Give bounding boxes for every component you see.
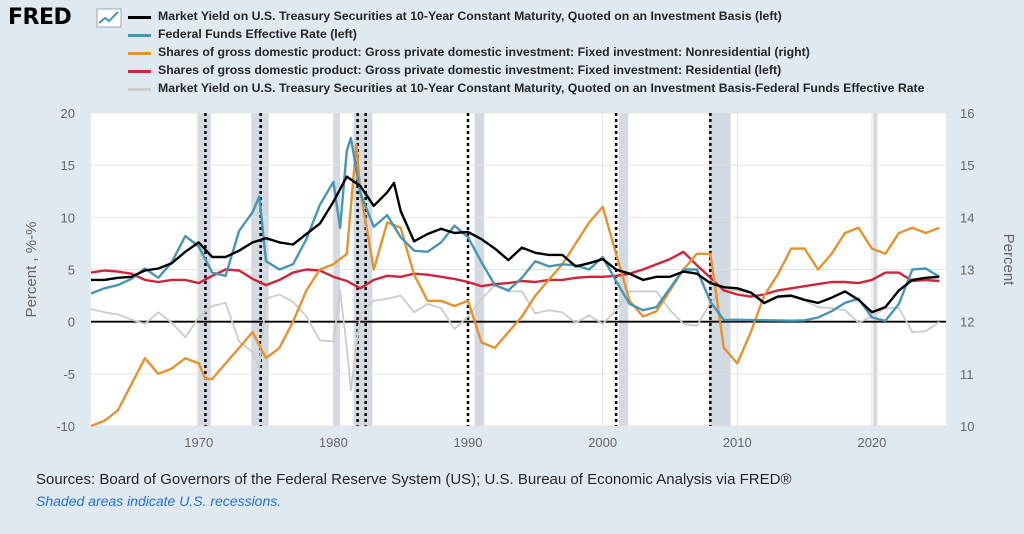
x-tick-label: 1990 xyxy=(454,435,483,450)
y-tick-label-left: -5 xyxy=(63,367,75,382)
y-tick-label-left: 0 xyxy=(68,315,75,330)
y-axis-title-right: Percent xyxy=(1000,234,1017,287)
sources-text: Sources: Board of Governors of the Feder… xyxy=(36,471,792,488)
legend-swatch xyxy=(128,34,151,37)
y-axis-title-left: Percent , %-% xyxy=(23,222,40,318)
x-tick-label: 2010 xyxy=(723,435,752,450)
series-line-0 xyxy=(91,175,940,314)
y-tick-label-left: 10 xyxy=(61,210,75,225)
y-tick-label-left: 5 xyxy=(68,263,75,278)
y-tick-label-left: 15 xyxy=(61,158,75,173)
x-tick-label: 2020 xyxy=(857,435,886,450)
legend-label: Market Yield on U.S. Treasury Securities… xyxy=(158,81,925,95)
legend-swatch xyxy=(128,52,151,55)
y-tick-label-left: -10 xyxy=(56,419,75,434)
y-tick-label-left: 20 xyxy=(61,106,75,121)
y-tick-label-right: 14 xyxy=(960,210,974,225)
y-tick-label-right: 10 xyxy=(960,419,974,434)
x-tick-label: 2000 xyxy=(588,435,617,450)
legend-label: Shares of gross domestic product: Gross … xyxy=(158,45,810,59)
y-tick-label-right: 13 xyxy=(960,263,974,278)
series-line-2 xyxy=(90,143,940,428)
y-tick-label-right: 16 xyxy=(960,106,974,121)
series-line-3 xyxy=(90,250,940,298)
legend-swatch xyxy=(128,70,151,73)
series-line-1 xyxy=(90,136,940,322)
legend-label: Federal Funds Effective Rate (left) xyxy=(158,27,357,41)
legend-label: Shares of gross domestic product: Gross … xyxy=(158,63,782,77)
fred-logo: FRED xyxy=(8,5,72,30)
legend-label: Market Yield on U.S. Treasury Securities… xyxy=(158,9,782,23)
legend-swatch xyxy=(128,16,151,19)
legend-swatch xyxy=(128,88,151,91)
x-tick-label: 1970 xyxy=(184,435,213,450)
recession-note[interactable]: Shaded areas indicate U.S. recessions. xyxy=(36,493,282,509)
y-tick-label-right: 11 xyxy=(960,367,974,382)
y-tick-label-right: 12 xyxy=(960,315,974,330)
y-tick-label-right: 15 xyxy=(960,158,974,173)
x-tick-label: 1980 xyxy=(319,435,348,450)
trend-line-icon xyxy=(96,8,122,33)
